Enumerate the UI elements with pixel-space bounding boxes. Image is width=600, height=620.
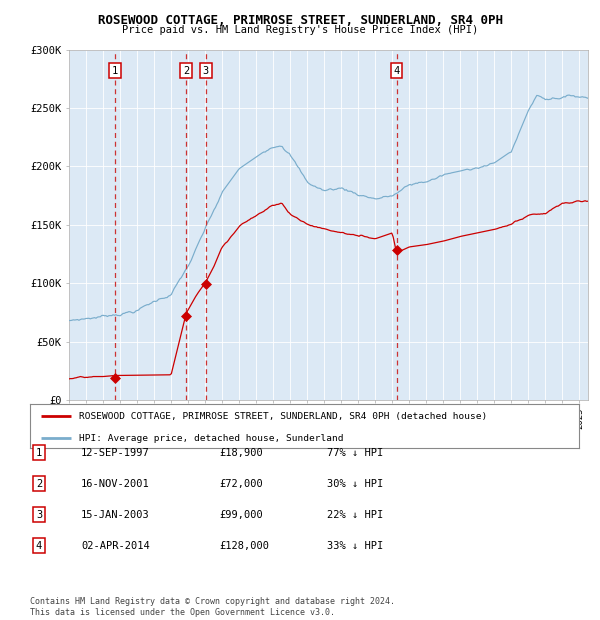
Text: 4: 4 bbox=[394, 66, 400, 76]
Text: Contains HM Land Registry data © Crown copyright and database right 2024.
This d: Contains HM Land Registry data © Crown c… bbox=[30, 598, 395, 617]
Text: ROSEWOOD COTTAGE, PRIMROSE STREET, SUNDERLAND, SR4 0PH (detached house): ROSEWOOD COTTAGE, PRIMROSE STREET, SUNDE… bbox=[79, 412, 488, 421]
Text: 33% ↓ HPI: 33% ↓ HPI bbox=[327, 541, 383, 551]
Text: £99,000: £99,000 bbox=[219, 510, 263, 520]
Text: 1: 1 bbox=[112, 66, 118, 76]
Text: 22% ↓ HPI: 22% ↓ HPI bbox=[327, 510, 383, 520]
Text: 1: 1 bbox=[36, 448, 42, 458]
Text: £18,900: £18,900 bbox=[219, 448, 263, 458]
Text: Price paid vs. HM Land Registry's House Price Index (HPI): Price paid vs. HM Land Registry's House … bbox=[122, 25, 478, 35]
Text: 30% ↓ HPI: 30% ↓ HPI bbox=[327, 479, 383, 489]
Text: 16-NOV-2001: 16-NOV-2001 bbox=[81, 479, 150, 489]
Text: 3: 3 bbox=[36, 510, 42, 520]
Text: 15-JAN-2003: 15-JAN-2003 bbox=[81, 510, 150, 520]
Text: 77% ↓ HPI: 77% ↓ HPI bbox=[327, 448, 383, 458]
Text: £72,000: £72,000 bbox=[219, 479, 263, 489]
Text: 2: 2 bbox=[183, 66, 189, 76]
Text: 3: 3 bbox=[203, 66, 209, 76]
Text: 2: 2 bbox=[36, 479, 42, 489]
Text: HPI: Average price, detached house, Sunderland: HPI: Average price, detached house, Sund… bbox=[79, 433, 344, 443]
Text: 4: 4 bbox=[36, 541, 42, 551]
Text: 02-APR-2014: 02-APR-2014 bbox=[81, 541, 150, 551]
Text: 12-SEP-1997: 12-SEP-1997 bbox=[81, 448, 150, 458]
Text: £128,000: £128,000 bbox=[219, 541, 269, 551]
Text: ROSEWOOD COTTAGE, PRIMROSE STREET, SUNDERLAND, SR4 0PH: ROSEWOOD COTTAGE, PRIMROSE STREET, SUNDE… bbox=[97, 14, 503, 27]
